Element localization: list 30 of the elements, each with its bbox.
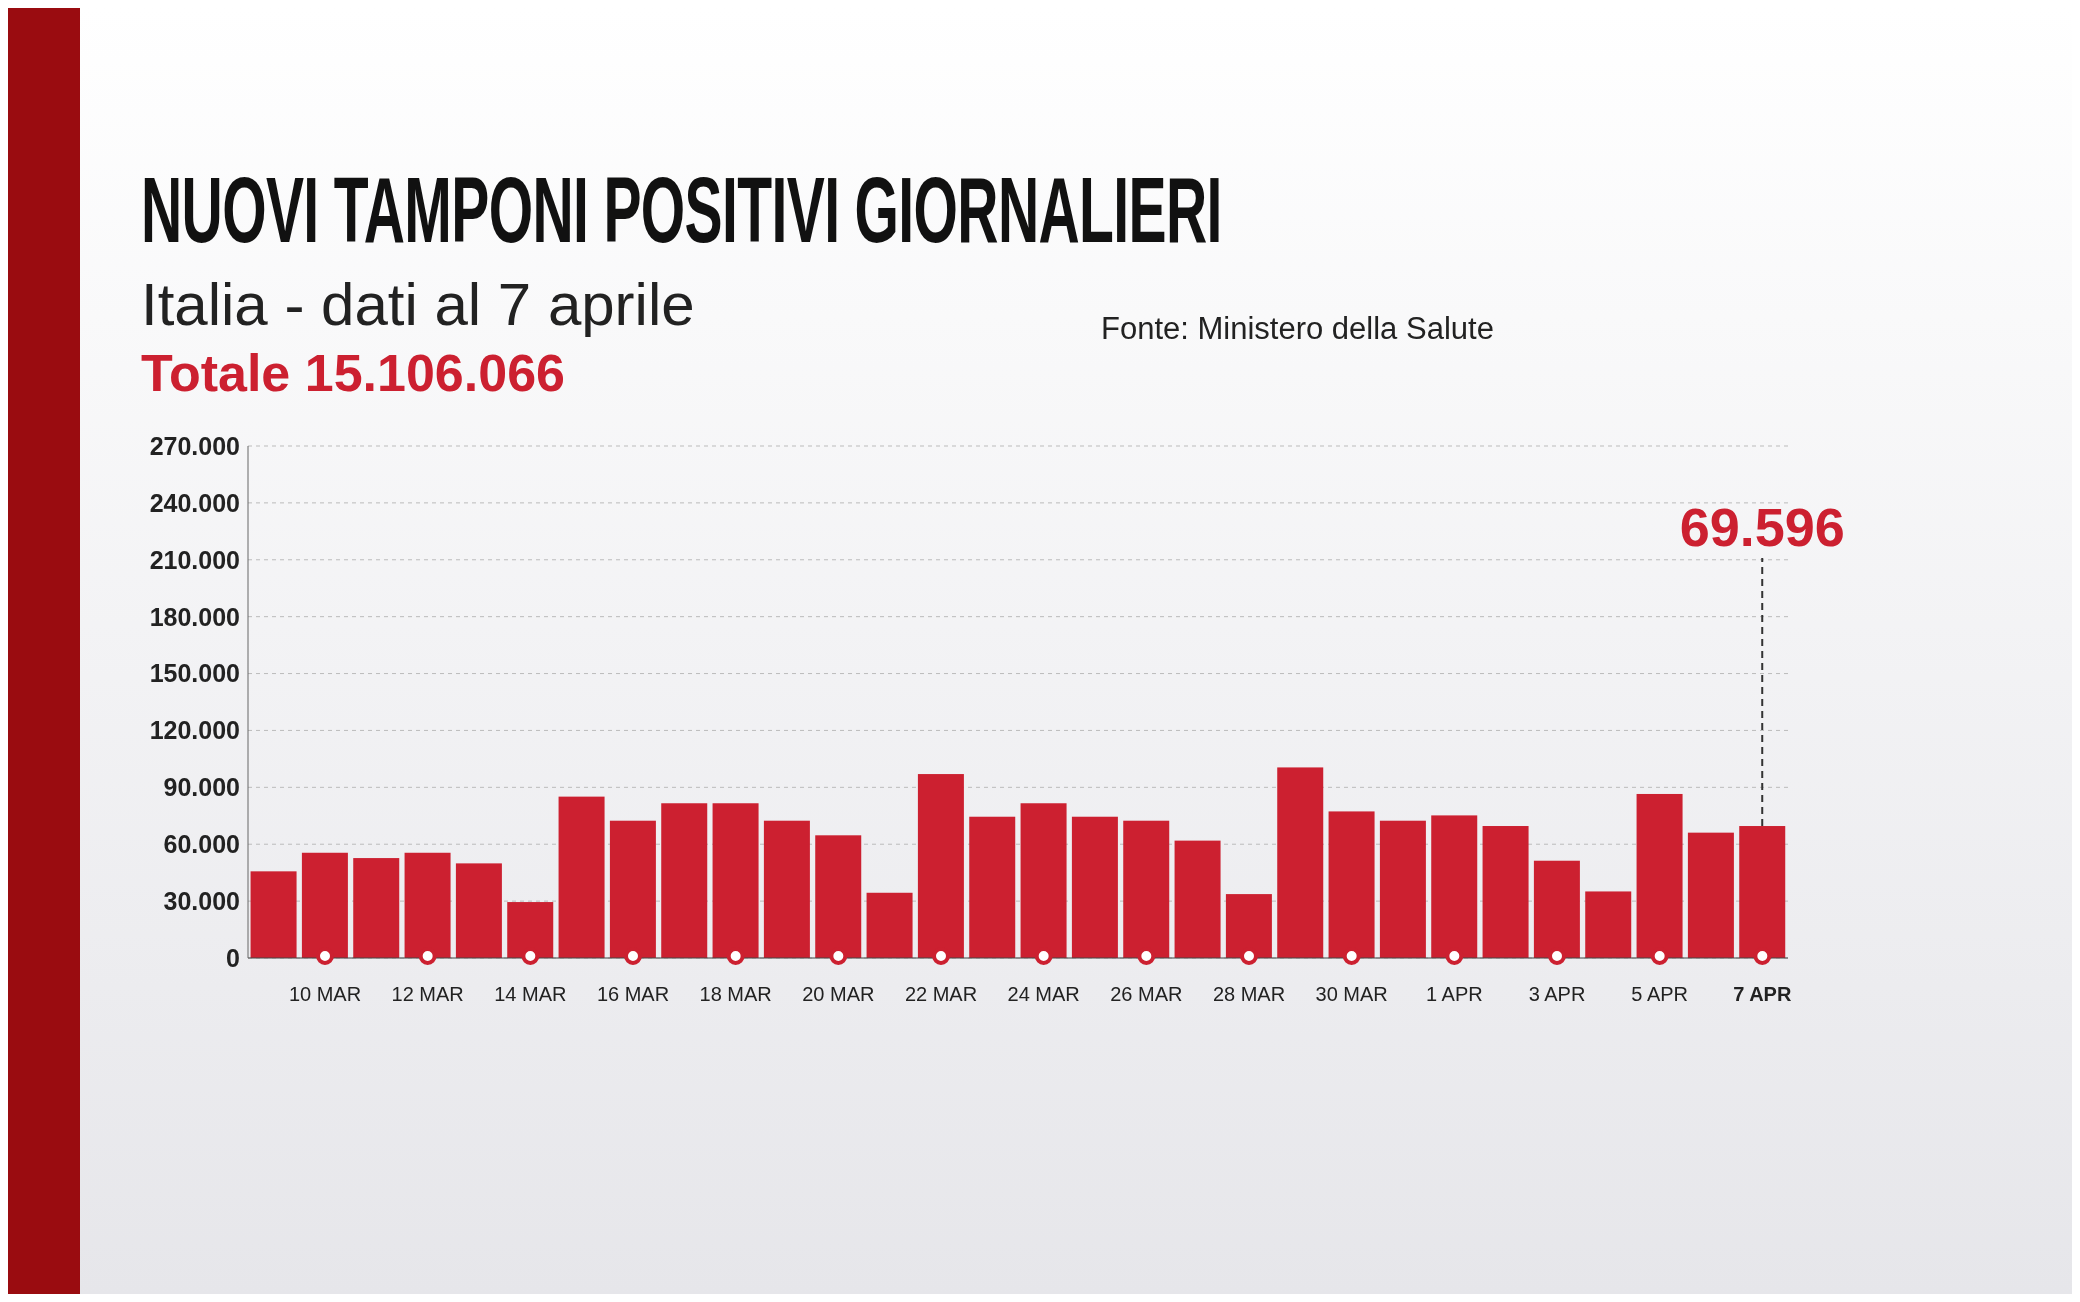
y-tick-label: 210.000 [149,545,240,574]
x-tick-label: 26 MAR [1110,983,1183,1005]
y-tick-label: 180.000 [149,602,240,631]
x-tick-label: 5 APR [1631,983,1689,1005]
source-note: Fonte: Ministero della Salute [1101,311,1494,347]
y-tick-label: 90.000 [163,773,240,802]
x-tick-label: 28 MAR [1212,983,1286,1005]
x-tick-label: 22 MAR [904,983,978,1005]
y-tick-label: 120.000 [149,716,240,745]
text: Totale 15.106.066 [141,343,565,403]
x-tick-label: 30 MAR [1315,983,1388,1005]
x-tick-label: 16 MAR [596,983,670,1005]
y-tick-label: 270.000 [149,431,240,460]
annotation: 69.596 [1679,497,1845,557]
x-tick-label: 18 MAR [699,983,772,1005]
chart-title: NUOVI TAMPONI POSITIVI GIORNALIERI [141,158,1222,263]
x-tick-label: 3 APR [1528,983,1586,1005]
x-tick-label: 7 APR [1733,983,1792,1005]
y-tick-label: 150.000 [149,659,240,688]
y-tick-label: 30.000 [163,886,240,915]
x-tick-label: 24 MAR [1007,983,1080,1005]
x-tick-label: 20 MAR [802,983,875,1005]
x-tick-label: 10 MAR [288,983,362,1005]
x-tick-label: 12 MAR [391,983,464,1005]
x-tick-label: 1 APR [1425,983,1483,1005]
chart-subtitle: Italia - dati al 7 aprile [141,270,695,339]
y-tick-label: 240.000 [149,488,240,517]
y-tick-label: 0 [226,943,240,972]
x-tick-label: 14 MAR [494,983,567,1005]
y-tick-label: 60.000 [163,830,240,859]
